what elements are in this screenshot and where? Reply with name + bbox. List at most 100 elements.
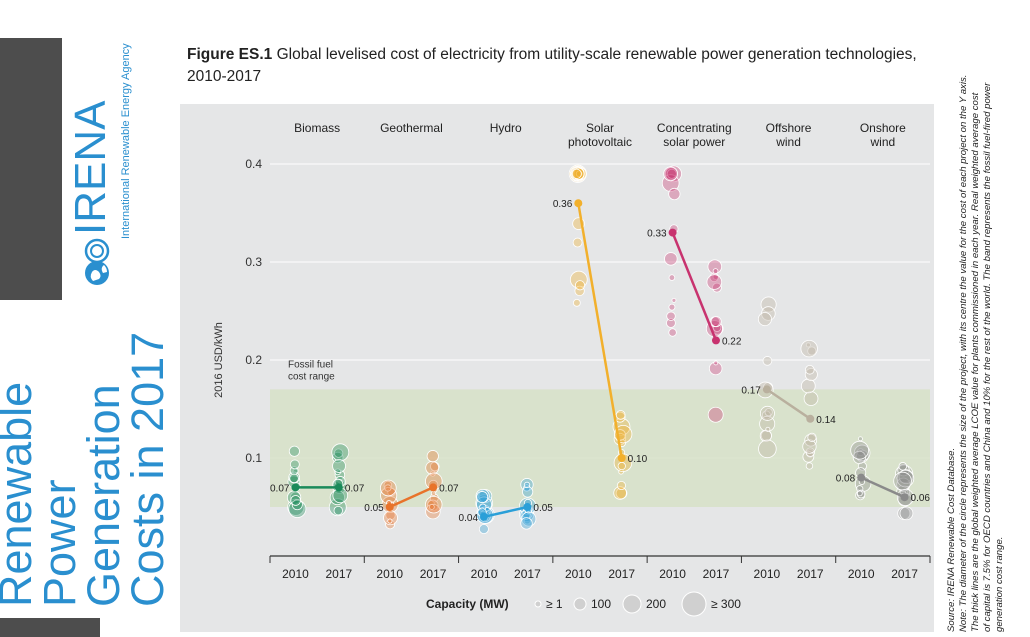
- weighted-average-point-2010: [385, 503, 394, 511]
- average-value-label-2010: 0.08: [836, 474, 856, 485]
- project-bubble: [671, 297, 677, 303]
- project-bubble: [289, 473, 299, 484]
- project-bubble: [707, 406, 724, 423]
- average-value-label-2017: 0.10: [628, 454, 648, 465]
- project-bubble: [857, 461, 867, 471]
- project-bubble: [428, 504, 435, 510]
- project-bubble: [384, 484, 392, 492]
- project-bubble: [426, 450, 439, 463]
- fossil-fuel-band: [270, 389, 930, 507]
- project-bubble: [805, 364, 815, 375]
- project-bubble: [710, 316, 722, 328]
- weighted-average-point-2017: [334, 483, 343, 492]
- weighted-average-point-2017: [711, 336, 720, 345]
- y-tick-label: 0.2: [245, 353, 262, 367]
- project-bubble: [291, 499, 303, 511]
- x-tick-label: 2010: [754, 567, 781, 581]
- project-bubble: [800, 339, 818, 358]
- weighted-average-point-2017: [429, 483, 438, 492]
- average-value-label-2017: 0.05: [533, 503, 553, 514]
- project-bubble: [572, 167, 585, 180]
- x-tick-label: 2010: [565, 567, 592, 581]
- x-tick-label: 2010: [376, 567, 403, 581]
- weighted-average-point-2017: [806, 414, 815, 423]
- project-bubble: [333, 448, 344, 458]
- project-bubble: [334, 468, 342, 476]
- y-tick-label: 0.3: [245, 255, 262, 269]
- project-bubble: [427, 499, 439, 512]
- average-value-label-2010: 0.36: [553, 199, 573, 210]
- weighted-average-point-2010: [668, 228, 677, 237]
- project-bubble: [765, 426, 771, 432]
- project-bubble: [893, 471, 912, 491]
- x-tick-label: 2017: [891, 567, 918, 581]
- x-tick-label: 2017: [703, 567, 730, 581]
- x-tick-label: 2017: [420, 567, 447, 581]
- project-bubble: [759, 405, 775, 421]
- project-bubble: [666, 318, 676, 328]
- project-bubble: [476, 491, 489, 504]
- project-bubble: [617, 461, 626, 471]
- weighted-average-point-2010: [574, 199, 583, 208]
- weighted-average-point-2010: [762, 385, 771, 394]
- side-title-line: Costs in 2017: [122, 331, 173, 607]
- technology-header: photovoltaic: [568, 135, 632, 149]
- project-bubble: [764, 408, 773, 417]
- project-bubble: [572, 298, 581, 307]
- project-bubble: [571, 168, 582, 179]
- x-tick-label: 2017: [325, 567, 352, 581]
- project-bubble: [899, 506, 914, 521]
- irena-logo: IRENA International Renewable Energy Age…: [66, 43, 132, 285]
- project-bubble: [850, 440, 869, 460]
- project-bubble: [425, 495, 443, 514]
- legend-size-label: ≥ 1: [546, 597, 563, 611]
- chart-background: [180, 104, 934, 632]
- x-tick-label: 2017: [514, 567, 541, 581]
- project-bubble: [898, 469, 914, 485]
- project-bubble: [664, 252, 678, 266]
- project-bubble: [478, 524, 489, 535]
- technology-header: solar power: [663, 135, 725, 149]
- brand-dark-bar-bottom: [0, 618, 100, 637]
- weighted-average-line: [671, 232, 718, 341]
- project-bubble: [858, 436, 863, 442]
- project-bubble: [522, 486, 534, 498]
- figure-title-line2: 2010-2017: [187, 68, 262, 85]
- technology-header: wind: [775, 135, 801, 149]
- legend-title: Capacity (MW): [426, 597, 509, 611]
- y-tick-label: 0.1: [245, 451, 262, 465]
- technology-header: Geothermal: [380, 121, 443, 135]
- project-bubble: [569, 270, 588, 289]
- project-bubble: [290, 495, 301, 506]
- project-bubble: [663, 166, 679, 182]
- project-bubble: [757, 312, 772, 327]
- project-bubble: [289, 459, 300, 470]
- project-bubble: [807, 346, 817, 356]
- x-tick-label: 2010: [659, 567, 686, 581]
- weighted-average-line: [577, 202, 623, 459]
- side-title: Renewable Power Generation Costs in 2017: [0, 331, 173, 607]
- band-label: cost range: [288, 372, 335, 383]
- side-title-line: Power: [34, 479, 85, 607]
- project-bubble: [666, 168, 677, 179]
- y-tick-label: 0.4: [245, 157, 262, 171]
- technology-header: Solar: [586, 121, 614, 135]
- weighted-average-line: [389, 486, 434, 509]
- legend-size-label: 100: [591, 597, 611, 611]
- x-tick-label: 2017: [608, 567, 635, 581]
- project-bubble: [616, 480, 626, 491]
- average-value-label-2010: 0.05: [364, 503, 384, 514]
- note-line: The thick lines are the global weighted …: [970, 92, 981, 632]
- technology-header: Offshore: [766, 121, 812, 135]
- project-bubble: [333, 505, 343, 516]
- project-bubble: [708, 361, 723, 376]
- band-label: Fossil fuel: [288, 360, 333, 371]
- project-bubble: [805, 462, 814, 470]
- project-bubble: [425, 460, 440, 475]
- project-bubble: [758, 439, 777, 459]
- project-bubble: [896, 477, 911, 492]
- project-bubble: [803, 391, 819, 406]
- project-bubble: [804, 368, 818, 382]
- average-value-label-2010: 0.07: [270, 483, 290, 494]
- legend-size-circle: [681, 591, 707, 617]
